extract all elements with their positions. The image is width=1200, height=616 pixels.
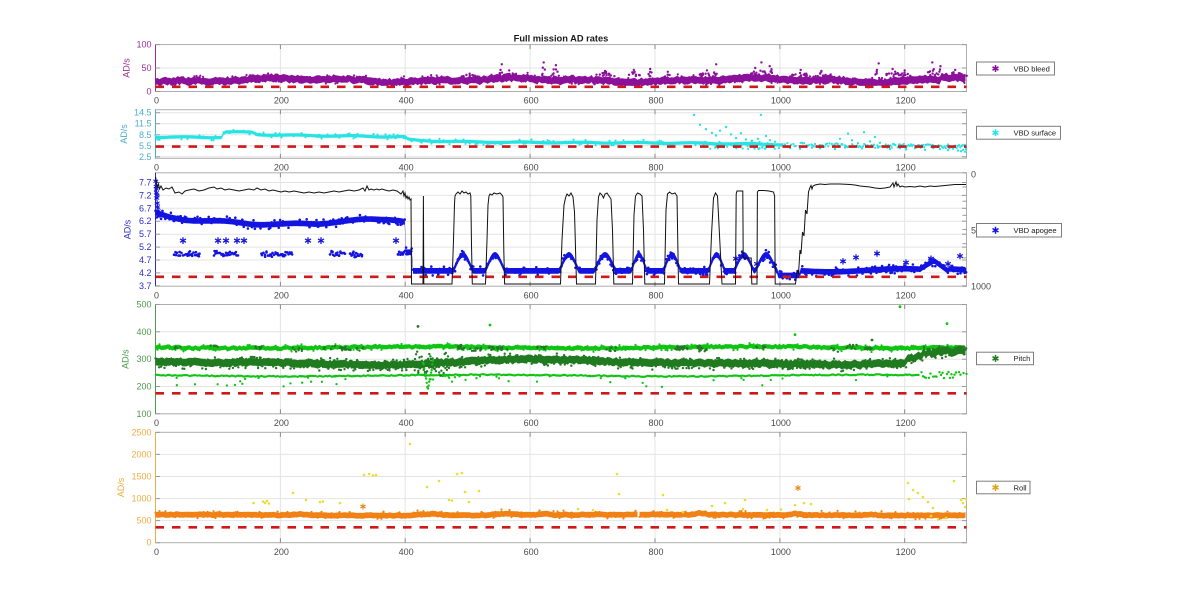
svg-text:400: 400: [399, 96, 414, 106]
svg-text:AD/s: AD/s: [122, 58, 132, 78]
svg-text:5.5: 5.5: [139, 141, 152, 151]
svg-text:2500: 2500: [131, 427, 151, 437]
svg-text:8.5: 8.5: [139, 130, 152, 140]
svg-text:6.2: 6.2: [139, 216, 152, 226]
svg-text:VBD surface: VBD surface: [1014, 129, 1057, 138]
svg-text:1500: 1500: [131, 472, 151, 482]
svg-text:800: 800: [648, 547, 663, 557]
svg-text:AD/s: AD/s: [123, 219, 133, 239]
svg-text:7.2: 7.2: [139, 190, 152, 200]
svg-text:800: 800: [648, 96, 663, 106]
svg-text:400: 400: [136, 327, 151, 337]
svg-text:14.5: 14.5: [134, 108, 152, 118]
svg-text:400: 400: [399, 547, 414, 557]
svg-text:VBD apogee: VBD apogee: [1014, 226, 1057, 235]
svg-text:0: 0: [154, 547, 159, 557]
svg-text:0: 0: [154, 418, 159, 428]
svg-text:800: 800: [648, 418, 663, 428]
svg-text:1000: 1000: [771, 290, 791, 300]
svg-text:1000: 1000: [771, 418, 791, 428]
svg-text:400: 400: [399, 418, 414, 428]
svg-text:0: 0: [154, 163, 159, 173]
svg-text:0: 0: [154, 290, 159, 300]
svg-text:200: 200: [274, 96, 289, 106]
svg-text:2000: 2000: [131, 449, 151, 459]
svg-text:50: 50: [141, 63, 151, 73]
svg-text:AD/s: AD/s: [116, 477, 126, 497]
svg-text:600: 600: [524, 290, 539, 300]
svg-text:200: 200: [274, 163, 289, 173]
svg-text:3.7: 3.7: [139, 281, 152, 291]
svg-text:200: 200: [274, 418, 289, 428]
svg-text:800: 800: [648, 163, 663, 173]
svg-text:11.5: 11.5: [135, 119, 152, 129]
svg-text:200: 200: [274, 547, 289, 557]
svg-text:Pitch: Pitch: [1014, 354, 1031, 363]
svg-text:Full mission AD rates: Full mission AD rates: [514, 34, 609, 44]
svg-text:1200: 1200: [896, 418, 916, 428]
svg-text:1000: 1000: [131, 494, 151, 504]
svg-text:AD/s: AD/s: [121, 349, 131, 369]
svg-text:0: 0: [146, 87, 151, 97]
svg-text:1200: 1200: [896, 547, 916, 557]
svg-text:200: 200: [274, 290, 289, 300]
svg-text:600: 600: [524, 96, 539, 106]
svg-text:0: 0: [146, 538, 151, 548]
svg-text:1000: 1000: [771, 163, 791, 173]
svg-text:4.7: 4.7: [139, 255, 152, 265]
svg-text:1000: 1000: [771, 547, 791, 557]
svg-text:1200: 1200: [896, 290, 916, 300]
svg-text:5.2: 5.2: [139, 242, 152, 252]
svg-text:7.7: 7.7: [139, 178, 152, 188]
svg-text:600: 600: [524, 163, 539, 173]
svg-text:800: 800: [648, 290, 663, 300]
svg-text:1200: 1200: [896, 96, 916, 106]
svg-text:400: 400: [399, 163, 414, 173]
svg-text:AD/s: AD/s: [119, 124, 129, 144]
svg-text:2.5: 2.5: [139, 152, 152, 162]
svg-text:400: 400: [399, 290, 414, 300]
svg-text:200: 200: [136, 382, 151, 392]
svg-text:600: 600: [524, 547, 539, 557]
svg-text:100: 100: [136, 40, 151, 50]
svg-text:600: 600: [524, 418, 539, 428]
svg-text:4.2: 4.2: [139, 268, 152, 278]
svg-text:100: 100: [136, 409, 151, 419]
svg-text:Roll: Roll: [1014, 483, 1027, 492]
svg-text:5.7: 5.7: [139, 229, 152, 239]
svg-text:VBD bleed: VBD bleed: [1014, 64, 1050, 73]
svg-text:0: 0: [971, 170, 976, 180]
svg-text:1000: 1000: [971, 282, 991, 292]
svg-text:6.7: 6.7: [139, 203, 152, 213]
svg-text:0: 0: [154, 96, 159, 106]
svg-text:500: 500: [136, 516, 151, 526]
svg-text:1000: 1000: [771, 96, 791, 106]
svg-text:300: 300: [136, 354, 151, 364]
svg-text:1200: 1200: [896, 163, 916, 173]
svg-text:500: 500: [136, 300, 151, 310]
